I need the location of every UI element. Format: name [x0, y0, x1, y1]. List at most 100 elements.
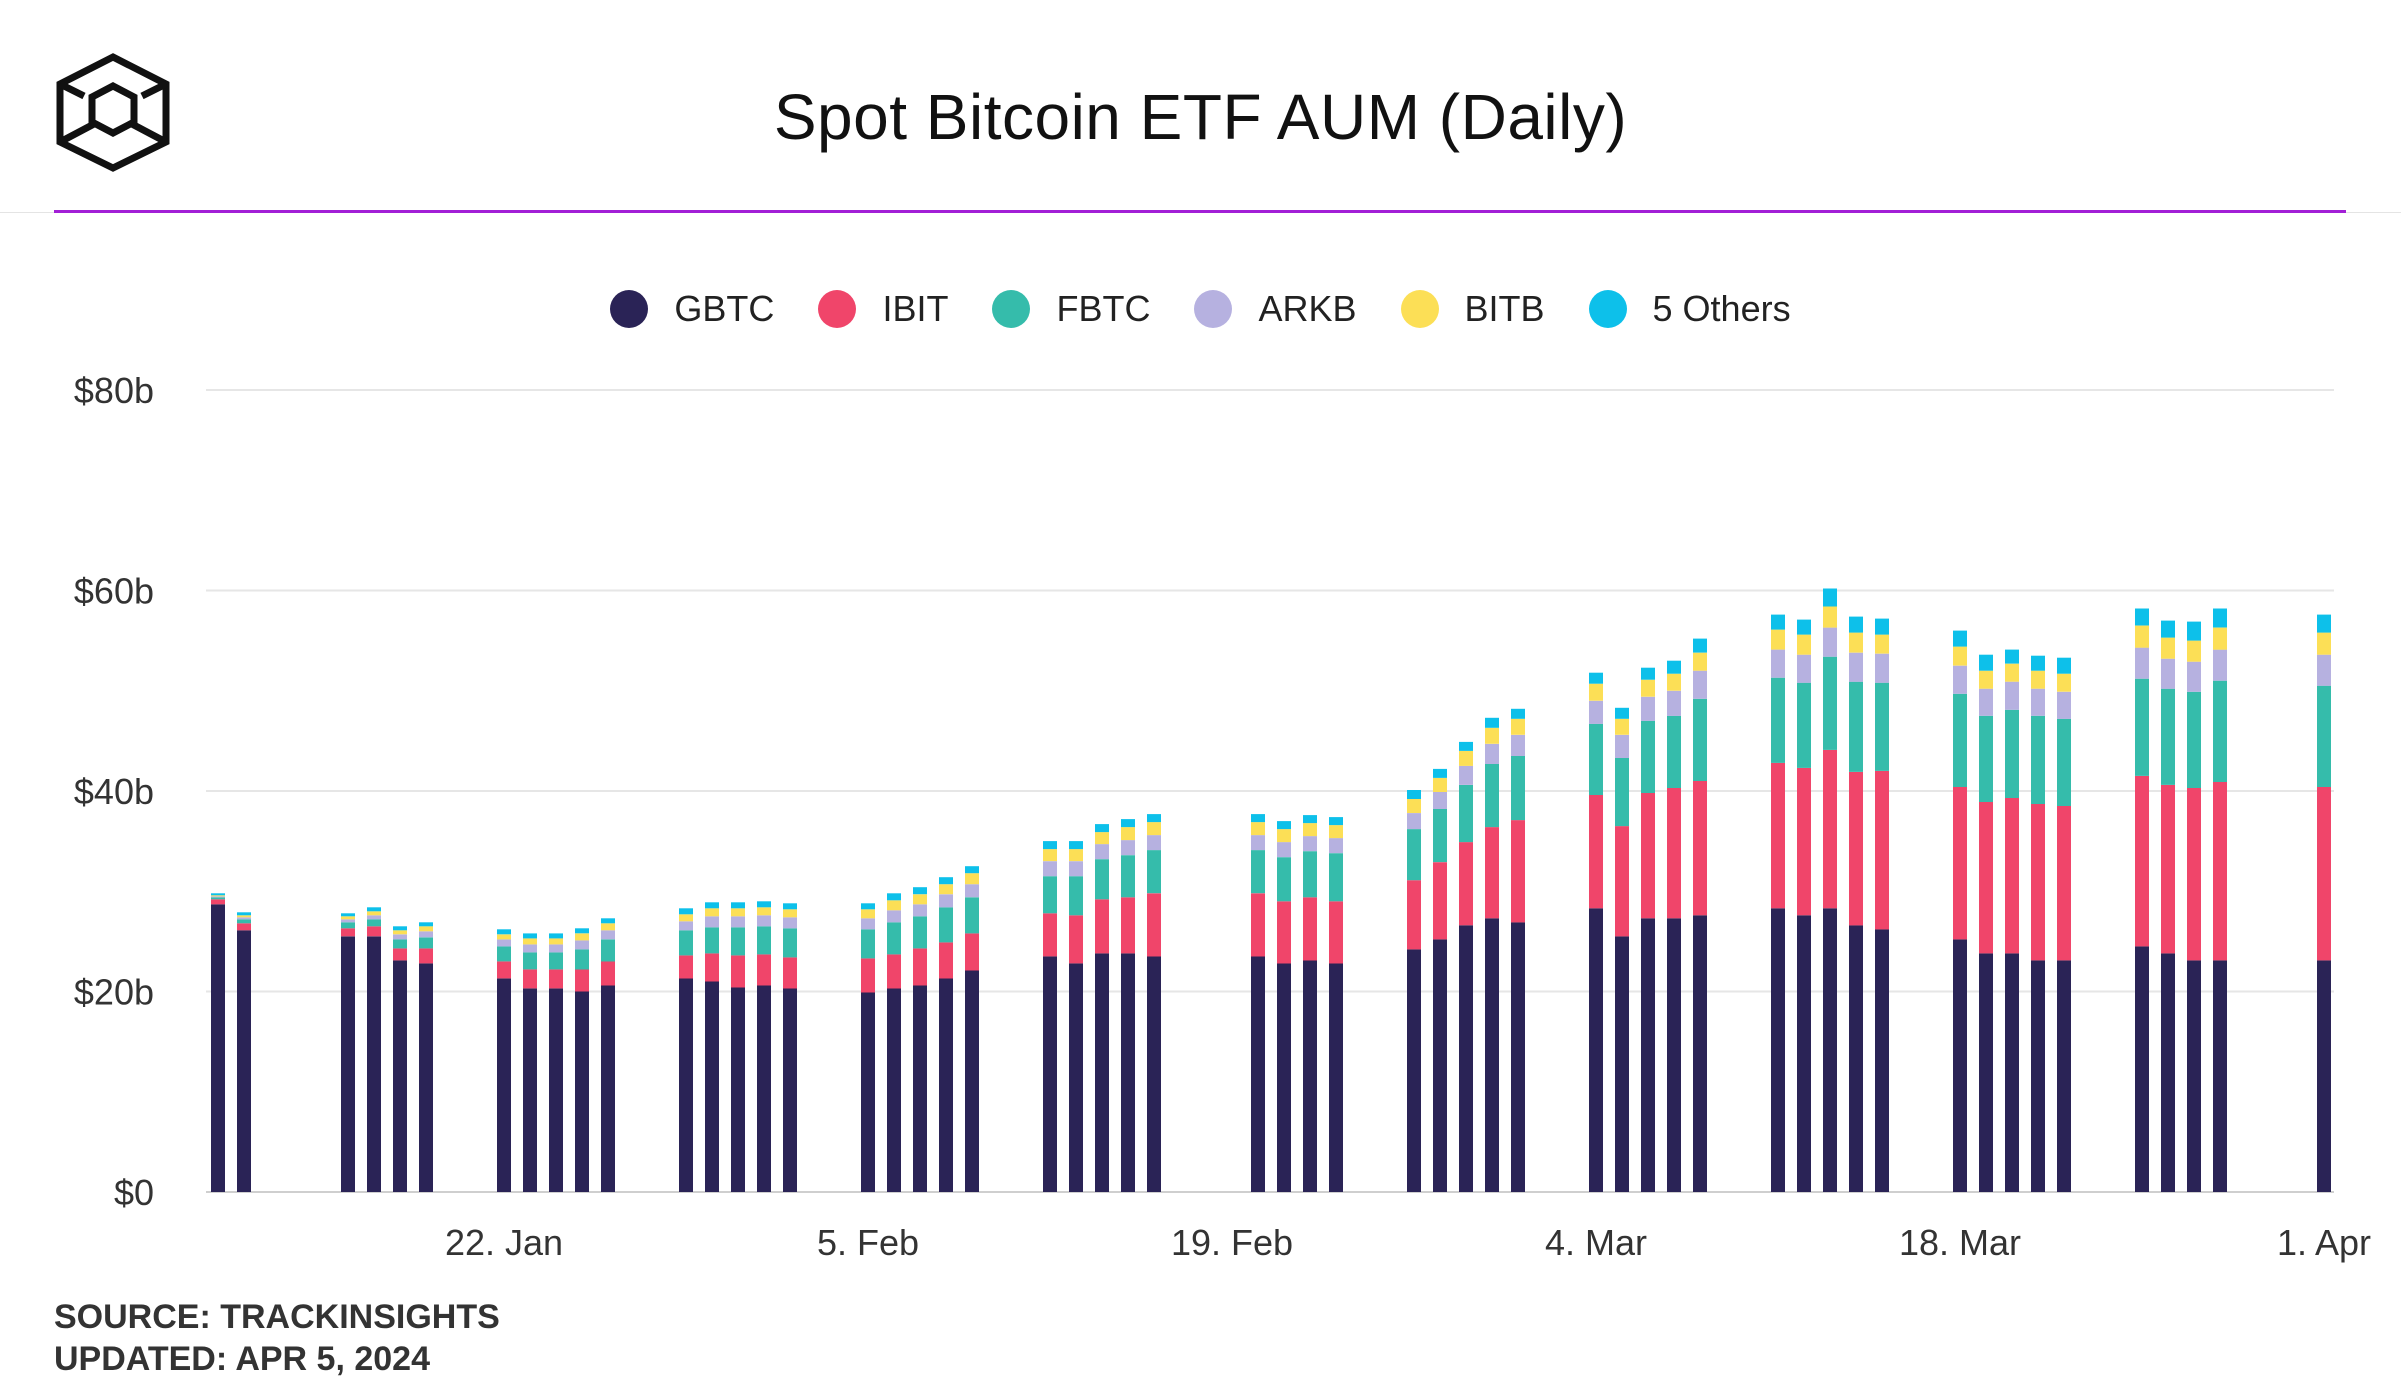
legend-label: 5 Others — [1652, 288, 1791, 329]
legend-item[interactable]: ARKB — [1194, 288, 1357, 330]
bar-segment — [1407, 790, 1421, 799]
bar-segment — [1043, 956, 1057, 1192]
bar-segment — [419, 926, 433, 932]
bar-segment — [1095, 899, 1109, 954]
bar-segment — [1979, 802, 1993, 954]
legend-item[interactable]: BITB — [1400, 288, 1545, 330]
bar-segment — [1693, 638, 1707, 653]
bar-segment — [393, 948, 407, 961]
bar-segment — [211, 893, 225, 896]
bar-segment — [601, 961, 615, 986]
bar-segment — [1875, 771, 1889, 930]
bar-segment — [1043, 841, 1057, 850]
x-tick-label: 1. Apr — [2277, 1222, 2371, 1263]
bar-segment — [1329, 817, 1343, 826]
bar-segment — [2317, 654, 2331, 686]
bar-segment — [1953, 693, 1967, 787]
legend-label: IBIT — [882, 288, 949, 329]
bar-segment — [1641, 793, 1655, 919]
bar-segment — [1329, 963, 1343, 1192]
bar-segment — [367, 936, 381, 1192]
bar-segment — [679, 921, 693, 931]
legend-item[interactable]: GBTC — [610, 288, 774, 330]
bar-segment — [1979, 715, 1993, 802]
bar-segment — [2135, 608, 2149, 626]
legend-item[interactable]: 5 Others — [1588, 288, 1791, 330]
bar-segment — [1433, 862, 1447, 940]
bar-segment — [1433, 939, 1447, 1192]
bar-segment — [731, 987, 745, 1192]
bar-segment — [1095, 832, 1109, 845]
bar-segment — [549, 952, 563, 970]
bar-segment — [601, 939, 615, 962]
bar-segment — [965, 873, 979, 885]
bar-segment — [861, 958, 875, 993]
bar-segment — [497, 961, 511, 979]
bar-segment — [1797, 654, 1811, 683]
bar-segment — [731, 902, 745, 909]
bar-segment — [1615, 734, 1629, 758]
bar-segment — [1121, 827, 1135, 841]
bar-segment — [1303, 823, 1317, 837]
bar-segment — [1693, 915, 1707, 1192]
x-tick-label: 19. Feb — [1171, 1222, 1293, 1263]
bar-segment — [575, 933, 589, 941]
bar-segment — [1069, 861, 1083, 877]
bar-segment — [367, 919, 381, 927]
bar-segment — [1407, 829, 1421, 881]
bar-segment — [2317, 614, 2331, 633]
bar-segment — [1511, 718, 1525, 735]
bar-segment — [1121, 819, 1135, 828]
bar-segment — [1849, 681, 1863, 772]
bar-segment — [939, 877, 953, 885]
bar-segment — [1407, 813, 1421, 830]
legend-item[interactable]: FBTC — [992, 288, 1150, 330]
bar-segment — [1147, 822, 1161, 836]
bar-segment — [1615, 826, 1629, 937]
bar-segment — [939, 907, 953, 943]
bar-segment — [341, 916, 355, 920]
bar-segment — [1147, 893, 1161, 957]
bar-segment — [1589, 700, 1603, 724]
bar-segment — [913, 904, 927, 917]
bar-segment — [341, 928, 355, 937]
bar-segment — [1875, 618, 1889, 635]
bar-segment — [1979, 688, 1993, 716]
bar-segment — [1069, 963, 1083, 1192]
bar-segment — [1979, 654, 1993, 671]
bar-segment — [1303, 815, 1317, 824]
bar-segment — [1615, 718, 1629, 735]
bar-segment — [575, 940, 589, 950]
bar-segment — [861, 903, 875, 910]
bar-segment — [1095, 953, 1109, 1192]
bar-segment — [1823, 656, 1837, 750]
bar-segment — [2213, 627, 2227, 650]
bar-segment — [1329, 901, 1343, 964]
bar-segment — [1953, 939, 1967, 1192]
bar-segment — [1095, 859, 1109, 900]
bar-segment — [601, 930, 615, 940]
bar-segment — [1069, 876, 1083, 916]
bar-segment — [237, 915, 251, 918]
bar-segment — [913, 916, 927, 949]
bar-segment — [1277, 963, 1291, 1192]
bar-segment — [1277, 901, 1291, 964]
bar-segment — [757, 915, 771, 927]
bar-segment — [1823, 588, 1837, 607]
bar-segment — [783, 988, 797, 1192]
bar-segment — [1823, 908, 1837, 1192]
bar-segment — [2057, 806, 2071, 961]
bar-segment — [1849, 925, 1863, 1192]
bar-segment — [2057, 691, 2071, 719]
bar-segment — [2161, 620, 2175, 638]
bar-segment — [2317, 685, 2331, 787]
bar-segment — [2005, 798, 2019, 954]
bar-segment — [237, 930, 251, 1192]
bar-segment — [601, 923, 615, 931]
bar-segment — [1121, 953, 1135, 1192]
bar-segment — [1797, 634, 1811, 655]
bar-segment — [1667, 788, 1681, 919]
bar-segment — [1875, 682, 1889, 771]
legend-item[interactable]: IBIT — [818, 288, 948, 330]
bar-segment — [705, 902, 719, 909]
